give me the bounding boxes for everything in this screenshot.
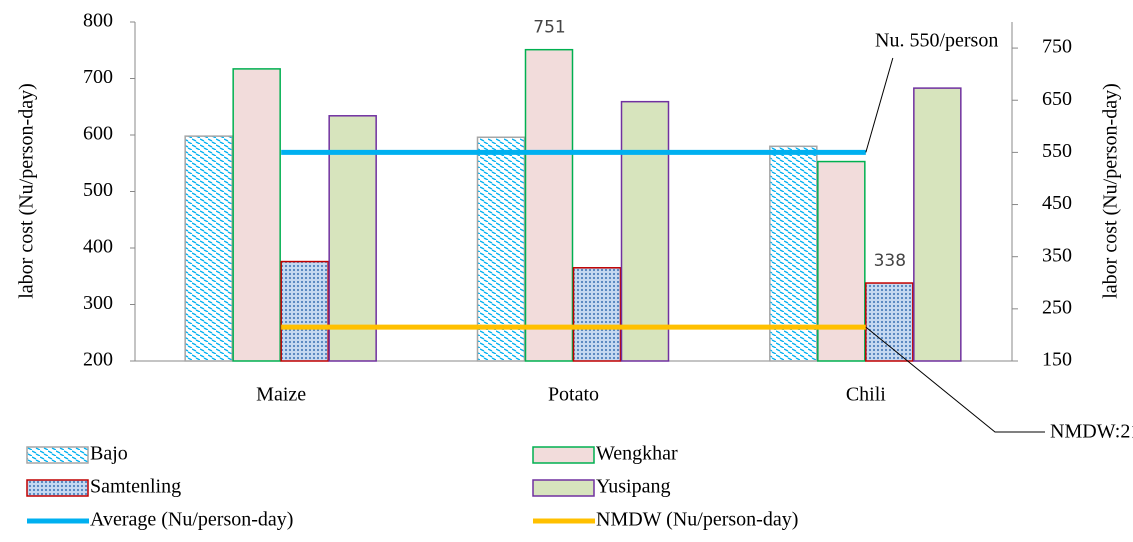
leader-line (865, 57, 894, 153)
legend-swatch (532, 446, 595, 464)
y2-tick-label: 550 (1042, 140, 1072, 162)
legend-label: Yusipang (596, 476, 670, 498)
data-label: 338 (874, 251, 906, 271)
legend-swatch (532, 479, 595, 497)
y2-tick-label: 150 (1042, 349, 1072, 371)
x-tick-label: Potato (548, 384, 599, 406)
bar (865, 282, 914, 362)
bar (328, 115, 377, 362)
y2-tick-label: 350 (1042, 244, 1072, 266)
bar (476, 136, 526, 362)
y-tick-label: 200 (83, 349, 113, 371)
leader-line (865, 326, 1045, 433)
y-tick-label: 700 (83, 66, 113, 88)
y2-tick-label: 750 (1042, 36, 1072, 58)
legend-label: Average (Nu/person-day) (90, 509, 293, 531)
bar (232, 68, 281, 362)
bar (620, 100, 670, 362)
y-axis-label: labor cost (Nu/person-day) (16, 83, 38, 299)
legend-swatch (26, 479, 89, 497)
bar (184, 135, 233, 362)
y2-tick-label: 250 (1042, 296, 1072, 318)
y-tick-label: 300 (83, 292, 113, 314)
x-tick-label: Chili (846, 384, 886, 406)
legend-swatch (26, 446, 89, 464)
bar (280, 260, 329, 362)
y-tick-label: 600 (83, 123, 113, 145)
legend-label: Wengkhar (596, 443, 678, 465)
annotation: Nu. 550/person (875, 30, 998, 52)
bar (572, 267, 622, 362)
legend-label: NMDW (Nu/person-day) (596, 509, 798, 531)
bar (524, 48, 574, 362)
y2-tick-label: 650 (1042, 88, 1072, 110)
y2-axis-label: labor cost (Nu/person-day) (1100, 83, 1122, 299)
bar (913, 87, 962, 362)
y-tick-label: 400 (83, 236, 113, 258)
y-tick-label: 800 (83, 10, 113, 32)
bar (817, 160, 866, 362)
data-label: 751 (533, 18, 565, 38)
legend-label: Bajo (90, 443, 128, 465)
y-tick-label: 500 (83, 179, 113, 201)
annotation: NMDW:215 (1050, 421, 1133, 443)
legend-label: Samtenling (90, 476, 181, 498)
y2-tick-label: 450 (1042, 192, 1072, 214)
x-tick-label: Maize (256, 384, 306, 406)
